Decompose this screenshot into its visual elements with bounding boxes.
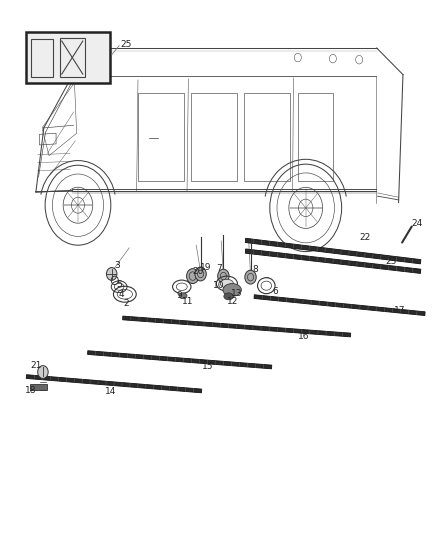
Text: 17: 17 <box>394 306 406 314</box>
Text: 3: 3 <box>114 262 120 270</box>
Ellipse shape <box>224 293 233 300</box>
Text: 15: 15 <box>201 362 213 370</box>
Text: 21: 21 <box>31 361 42 370</box>
Text: 16: 16 <box>298 333 309 341</box>
Polygon shape <box>245 238 421 264</box>
Text: 8: 8 <box>252 265 258 273</box>
Polygon shape <box>26 375 201 393</box>
Text: 20: 20 <box>192 268 204 276</box>
Text: 10: 10 <box>213 281 225 290</box>
Text: 4: 4 <box>119 290 124 299</box>
Text: 22: 22 <box>359 233 371 241</box>
Polygon shape <box>123 316 350 337</box>
Ellipse shape <box>179 293 187 298</box>
Bar <box>60 38 85 77</box>
Text: 14: 14 <box>105 387 117 396</box>
Text: 5: 5 <box>116 280 122 289</box>
Circle shape <box>187 269 199 284</box>
Text: 11: 11 <box>182 297 193 305</box>
Text: 2: 2 <box>123 300 128 308</box>
Text: 18: 18 <box>25 386 36 395</box>
Polygon shape <box>88 351 272 369</box>
Bar <box>26 32 110 83</box>
Circle shape <box>245 270 256 284</box>
Text: 25: 25 <box>120 40 132 49</box>
Circle shape <box>106 268 117 280</box>
Circle shape <box>38 366 48 378</box>
Ellipse shape <box>223 284 241 296</box>
Bar <box>31 39 53 77</box>
Text: 7: 7 <box>216 264 222 272</box>
Ellipse shape <box>220 279 233 288</box>
Text: 6: 6 <box>272 287 278 295</box>
Text: 9: 9 <box>177 291 183 300</box>
Polygon shape <box>245 249 421 273</box>
Text: 13: 13 <box>231 289 242 297</box>
Circle shape <box>218 269 229 283</box>
Text: 12: 12 <box>227 297 239 306</box>
Text: 19: 19 <box>200 263 212 272</box>
Text: 24: 24 <box>412 220 423 228</box>
Text: 23: 23 <box>385 257 397 265</box>
Bar <box>30 384 47 390</box>
Circle shape <box>195 267 206 281</box>
Polygon shape <box>254 295 425 316</box>
